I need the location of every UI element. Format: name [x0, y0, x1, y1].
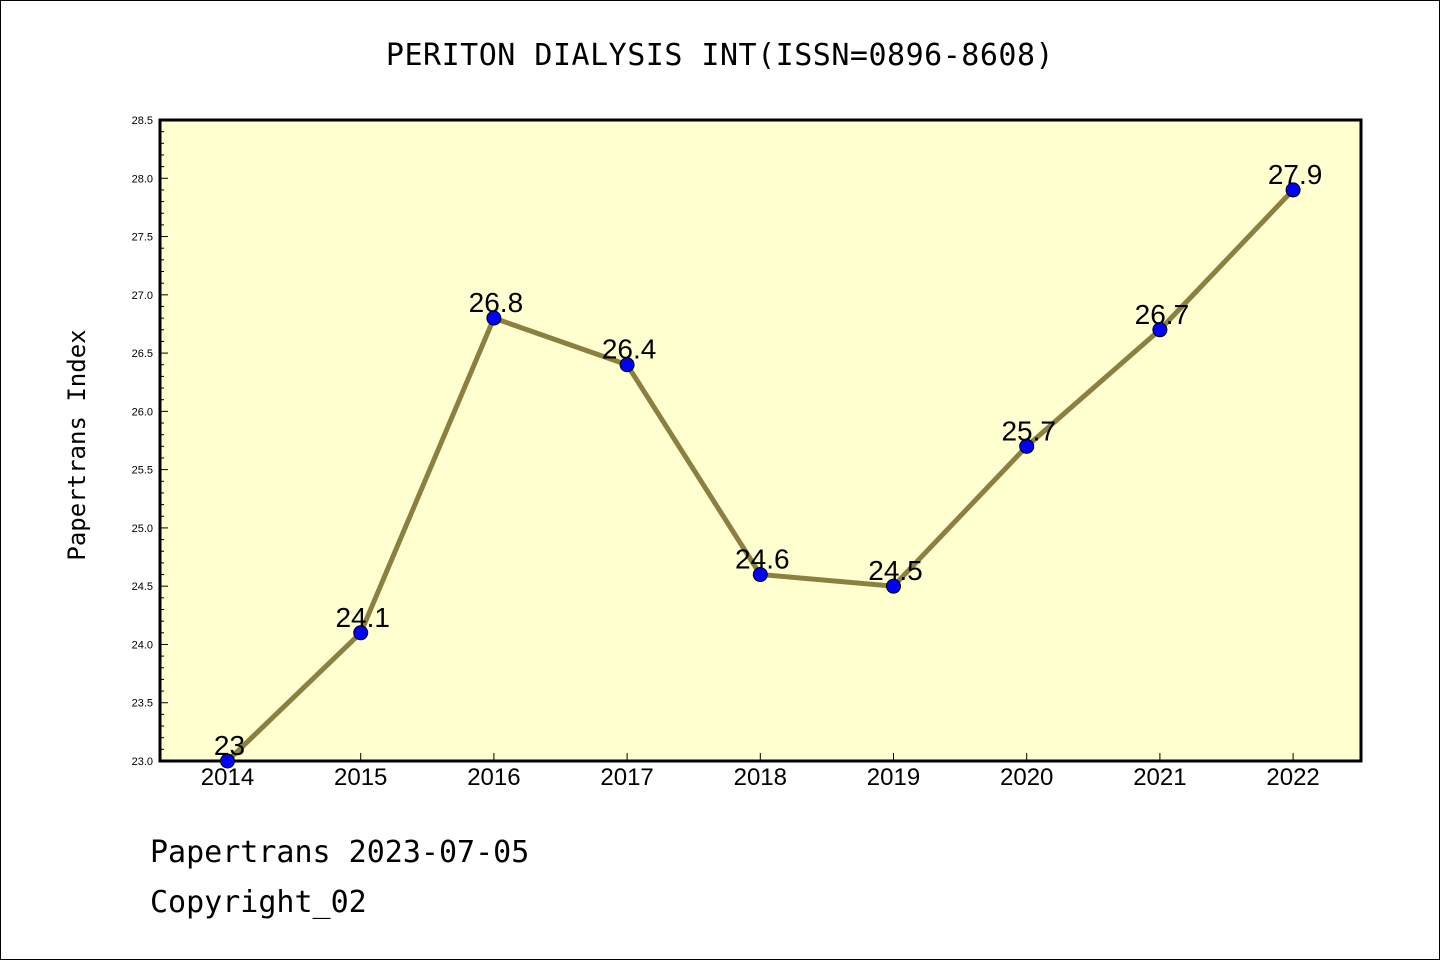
data-labels: 23 24.1 26.8 26.4 24.6 24.5 25.7 26.7 27.9 [214, 159, 1322, 761]
data-point [886, 578, 901, 594]
x-tick-label: 2022 [1266, 764, 1319, 791]
y-tick-label: 25.0 [132, 523, 153, 535]
data-label: 26.4 [602, 334, 657, 365]
x-tick-label: 2016 [467, 764, 520, 791]
data-point [486, 310, 502, 326]
y-tick-label: 23.5 [132, 698, 153, 710]
y-tick-label: 27.0 [132, 290, 153, 302]
x-tick-label: 2018 [734, 764, 787, 791]
footer-copyright: Copyright_02 [150, 885, 367, 920]
data-point [1285, 182, 1301, 198]
y-tick-label: 28.0 [132, 173, 153, 185]
x-tick-label: 2020 [1000, 764, 1053, 791]
x-tick-label: 2019 [867, 764, 920, 791]
y-tick-label: 26.0 [132, 406, 153, 418]
y-axis-label: Papertrans Index [63, 329, 91, 560]
y-tick-label: 27.5 [132, 232, 153, 244]
footer-date: Papertrans 2023-07-05 [150, 835, 530, 870]
x-tick-label: 2015 [334, 764, 387, 791]
data-label: 24.1 [335, 602, 390, 633]
data-label: 25.7 [1001, 415, 1056, 446]
data-point [353, 625, 369, 641]
y-tick-label: 28.5 [132, 115, 153, 127]
data-label: 24.6 [735, 544, 790, 575]
x-axis: 2014 2015 2016 2017 2018 2019 2020 2021 2022 [201, 753, 1320, 791]
data-label: 26.8 [469, 287, 524, 318]
data-label: 23 [214, 730, 245, 761]
data-points [220, 182, 1301, 769]
y-tick-label: 23.0 [132, 756, 153, 768]
x-tick-label: 2021 [1133, 764, 1186, 791]
y-axis: 23.0 23.5 24.0 24.5 25.0 25.5 26.0 26.5 27.0 27.5… [132, 115, 168, 768]
chart-title: PERITON DIALYSIS INT(ISSN=0896-8608) [385, 38, 1055, 73]
x-tick-label: 2017 [600, 764, 653, 791]
data-label: 24.5 [868, 555, 923, 586]
data-label: 26.7 [1135, 299, 1190, 330]
data-point [619, 357, 635, 373]
y-tick-label: 25.5 [132, 465, 153, 477]
data-label: 27.9 [1268, 159, 1323, 190]
y-tick-label: 26.5 [132, 348, 153, 360]
y-tick-label: 24.5 [132, 581, 153, 593]
data-point [1019, 438, 1035, 454]
y-tick-label: 24.0 [132, 639, 153, 651]
data-point [1152, 322, 1168, 338]
data-point [220, 753, 235, 769]
plot-area [158, 118, 1363, 763]
data-point [752, 567, 768, 583]
